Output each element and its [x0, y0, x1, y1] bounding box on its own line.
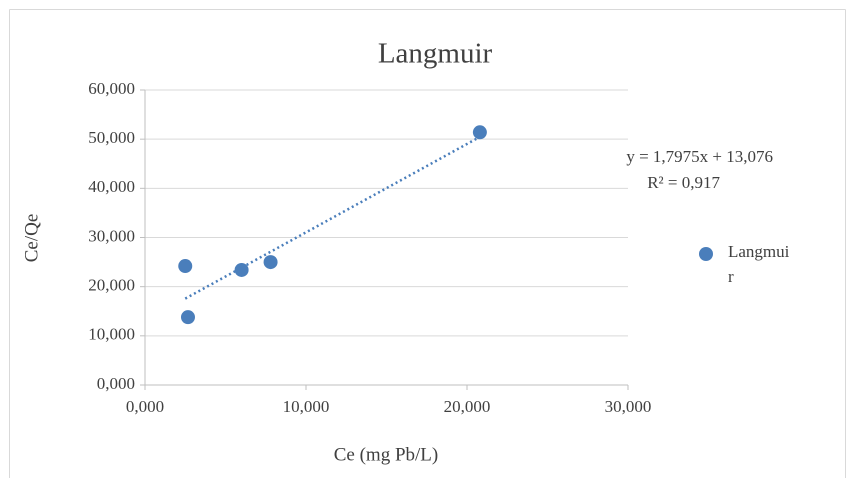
y-tick-label: 30,000 [88, 226, 135, 245]
trendline [184, 135, 481, 300]
x-tick-label: 30,000 [605, 397, 652, 416]
plot-area: 0,000 10,000 20,000 30,000 40,000 50,000 60,00… [88, 79, 773, 416]
legend-marker [699, 247, 713, 261]
y-tick-label: 60,000 [88, 79, 135, 98]
data-point [263, 255, 278, 270]
x-tick-label: 0,000 [126, 397, 164, 416]
data-point [180, 310, 195, 325]
legend: Langmuir [698, 240, 790, 289]
y-axis-label: Ce/Qe [21, 214, 42, 263]
data-point [234, 262, 249, 277]
legend-marker-box [699, 247, 713, 261]
legend-label: Langmuir [728, 242, 790, 286]
data-point [472, 125, 487, 140]
y-tick-label: 40,000 [88, 177, 135, 196]
x-tick-label: 20,000 [444, 397, 491, 416]
trendline-r2: R² = 0,917 [647, 173, 720, 192]
data-point [178, 259, 193, 274]
x-tick-label: 10,000 [283, 397, 330, 416]
y-tick-label: 50,000 [88, 128, 135, 147]
x-axis-label: Ce (mg Pb/L) [334, 444, 439, 465]
trendline-equation: y = 1,7975x + 13,076 [626, 147, 773, 166]
chart-title: Langmuir [378, 38, 493, 70]
y-tick-label: 0,000 [97, 374, 135, 393]
y-tick-label: 20,000 [88, 276, 135, 295]
y-tick-label: 10,000 [88, 325, 135, 344]
